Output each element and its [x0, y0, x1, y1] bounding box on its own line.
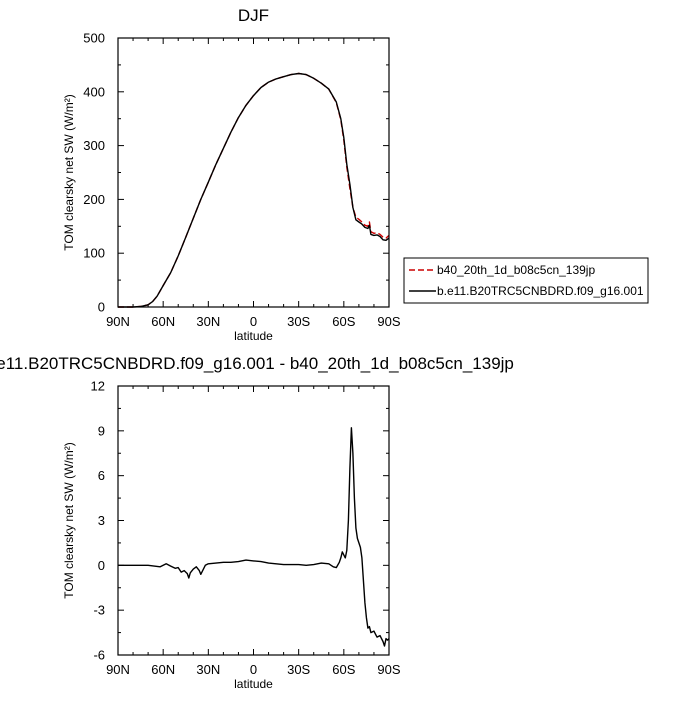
chart1-x-tick-label: 0: [250, 314, 257, 329]
chart2-x-tick-label: 60S: [332, 662, 355, 677]
chart1-x-tick-label: 30N: [196, 314, 220, 329]
chart2-x-tick-label: 30S: [287, 662, 310, 677]
legend-box: [403, 257, 649, 304]
chart2-title: b.e11.B20TRC5CNBDRD.f09_g16.001 - b40_20…: [0, 354, 514, 373]
chart1-y-tick-label: 400: [83, 84, 105, 99]
chart1-title: DJF: [238, 6, 269, 25]
chart2-x-tick-label: 60N: [151, 662, 175, 677]
chart2-y-tick-label: 12: [91, 379, 105, 394]
chart2-y-tick-label: 9: [98, 423, 105, 438]
chart1-y-axis-label: TOM clearsky net SW (W/m²): [62, 94, 76, 250]
chart1-x-tick-label: 90N: [106, 314, 130, 329]
chart2-x-tick-label: 0: [250, 662, 257, 677]
chart2-y-tick-label: 0: [98, 558, 105, 573]
chart2-y-tick-label: -3: [93, 603, 105, 618]
chart2-y-tick-label: 6: [98, 468, 105, 483]
chart1-y-tick-label: 200: [83, 192, 105, 207]
chart2-y-tick-label: 3: [98, 513, 105, 528]
chart2-x-tick-label: 90S: [377, 662, 400, 677]
chart1-legend: b40_20th_1d_b08c5cn_139jp b.e11.B20TRC5CN…: [403, 257, 649, 304]
chart1: DJF 90N 60N 30N 0 30S 60S 90S 0 100 200 300 400 500 la…: [62, 6, 649, 343]
chart1-y-tick-label: 500: [83, 31, 105, 46]
chart1-x-tick-label: 90S: [377, 314, 400, 329]
chart1-series-line-2: [118, 72, 390, 308]
legend-label-1: b40_20th_1d_b08c5cn_139jp: [437, 263, 595, 277]
chart2: b.e11.B20TRC5CNBDRD.f09_g16.001 - b40_20…: [0, 354, 514, 691]
chart1-y-tick-label: 0: [98, 300, 105, 315]
chart2-x-tick-label: 30N: [196, 662, 220, 677]
chart2-x-tick-label: 90N: [106, 662, 130, 677]
chart1-series-line-1: [118, 72, 390, 308]
chart1-x-tick-label: 60S: [332, 314, 355, 329]
chart2-x-axis-label: latitude: [234, 677, 273, 691]
chart1-x-tick-label: 30S: [287, 314, 310, 329]
chart1-x-axis-label: latitude: [234, 329, 273, 343]
chart2-y-axis-label: TOM clearsky net SW (W/m²): [62, 442, 76, 598]
chart2-y-tick-label: -6: [93, 648, 105, 663]
chart1-y-tick-label: 100: [83, 246, 105, 261]
chart2-series-line-1: [118, 427, 390, 647]
chart1-y-tick-label: 300: [83, 138, 105, 153]
chart1-x-tick-label: 60N: [151, 314, 175, 329]
legend-label-2: b.e11.B20TRC5CNBDRD.f09_g16.001: [437, 284, 644, 298]
